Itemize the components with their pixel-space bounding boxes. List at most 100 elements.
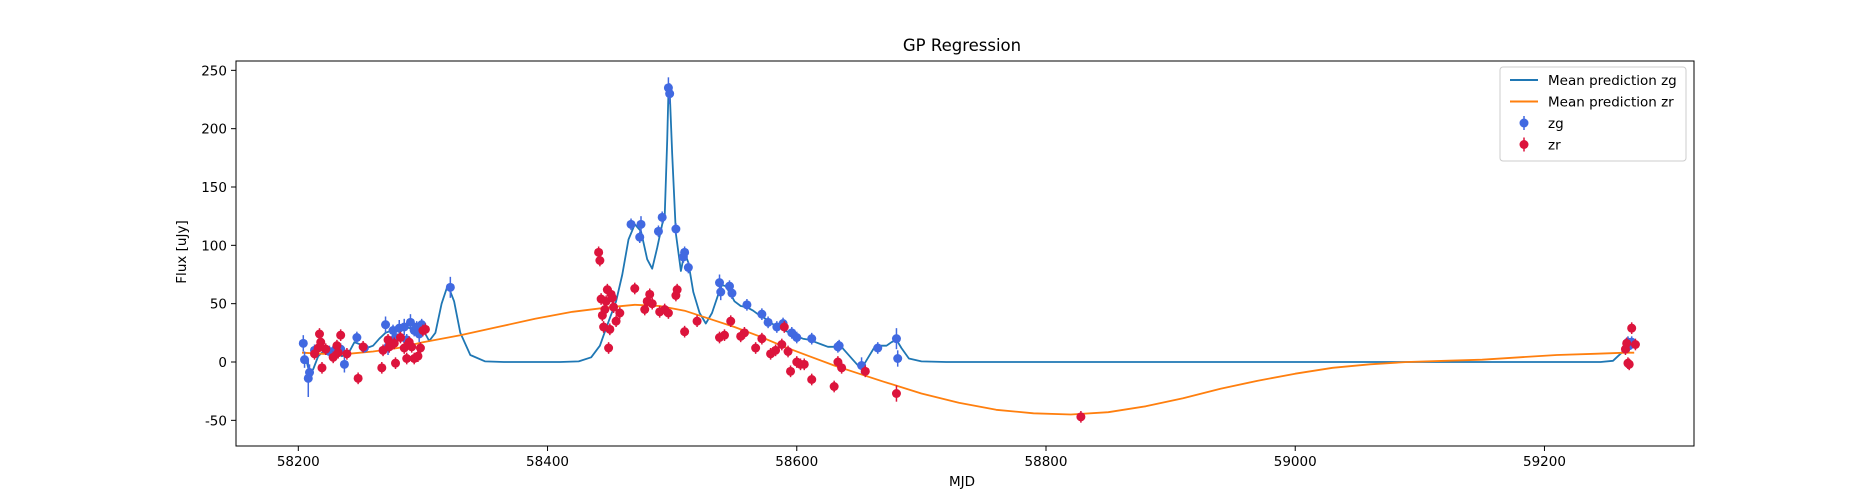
y-tick-label: 150 [201,180,227,196]
data-point [751,343,761,353]
plot-frame [235,60,1695,447]
data-point [672,285,682,295]
legend-marker-swatch [1519,118,1529,128]
data-point [1627,323,1637,333]
x-tick-label: 58600 [775,454,818,470]
data-point [399,322,409,332]
data-point [353,373,363,383]
data-point [445,282,455,292]
x-tick-label: 58400 [526,454,569,470]
series-points [310,246,1640,423]
data-point [771,345,781,355]
data-point [763,317,773,327]
data-point [891,389,901,398]
data-point [779,322,789,332]
data-point [595,256,605,265]
x-axis-label: MJD [949,474,975,490]
data-point [626,219,636,229]
data-point [399,343,409,353]
legend-box [1499,66,1687,162]
data-point [336,330,346,340]
data-point [893,354,903,363]
data-point [716,287,726,297]
data-point [739,328,749,338]
data-point [640,305,650,314]
data-point [719,330,729,340]
data-point [742,300,752,310]
data-point [611,316,621,326]
x-tick-label: 58200 [277,454,320,470]
x-tick-label: 59000 [1274,454,1317,470]
series-line [301,303,1635,416]
data-point [786,366,796,376]
data-point [860,366,870,376]
data-point [402,354,412,363]
data-point [609,302,619,312]
data-point [647,299,657,309]
data-point [413,351,423,361]
data-point [389,338,399,348]
legend-label: zr [1548,138,1561,154]
data-point [657,212,667,222]
data-point [715,278,725,288]
legend-label: Mean prediction zg [1548,73,1677,89]
legend-label: zg [1548,116,1564,132]
data-point [727,288,737,298]
plot-area: 58200 58400 58600 58800 59000 59200 -50 0 50 100… [201,60,1695,470]
data-point [680,327,690,337]
x-tick-label: 59200 [1523,454,1566,470]
data-point [358,342,368,352]
y-tick-label: -50 [205,413,227,429]
data-point [1622,338,1632,348]
data-point [604,343,614,353]
data-point [1630,340,1640,349]
data-point [757,334,767,344]
y-axis: -50 0 50 100 150 200 250 [201,63,236,429]
data-point [873,343,883,353]
data-point [692,316,702,326]
data-point [777,340,787,349]
data-point [395,333,405,342]
data-point [314,329,324,339]
data-point [653,226,663,236]
y-tick-label: 50 [210,297,227,313]
data-point [600,305,610,314]
data-point [807,334,817,344]
data-point [1076,412,1086,422]
data-point [615,308,625,318]
data-point [420,324,430,334]
data-point [665,89,675,99]
legend-marker-swatch [1519,140,1529,149]
data-point [342,349,352,359]
data-point [683,263,693,272]
data-point [680,247,690,257]
y-axis-label: Flux [uJy] [174,220,190,283]
data-point [829,382,839,391]
data-point [607,293,617,303]
chart-title: GP Regression [903,36,1021,55]
data-point [783,347,793,356]
data-point [663,308,673,318]
data-point [405,317,415,327]
data-point [407,342,417,352]
y-tick-label: 200 [201,122,227,138]
data-point [757,309,767,319]
data-point [834,341,844,351]
data-point [339,359,349,369]
data-point [316,337,326,347]
x-tick-label: 58800 [1025,454,1068,470]
data-point [391,358,401,368]
data-point [891,334,901,344]
data-point [807,375,817,384]
data-point [1624,359,1634,369]
series-points [298,77,1637,397]
data-point [352,333,362,342]
data-point [333,348,343,358]
data-point [605,324,615,334]
data-point [321,344,331,354]
x-axis: 58200 58400 58600 58800 59000 59200 [277,446,1566,470]
legend: Mean prediction zg Mean prediction zr zg zr [1499,66,1687,162]
series-layer [298,77,1640,423]
data-point [377,363,387,373]
